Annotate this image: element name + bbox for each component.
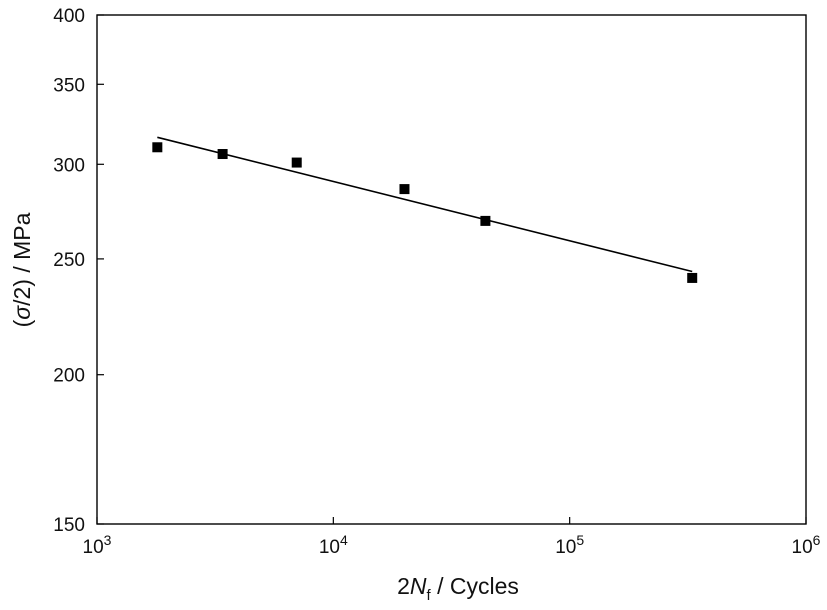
y-tick-label: 150 <box>53 515 85 536</box>
y-tick-label: 300 <box>53 155 85 176</box>
x-axis-title: 2Nf / Cycles <box>397 573 519 604</box>
y-tick-label: 350 <box>53 75 85 96</box>
fit-line <box>157 136 693 273</box>
y-axis-title: (σ/2) / MPa <box>9 212 35 327</box>
data-point <box>399 184 410 195</box>
y-tick-label: 250 <box>53 250 85 271</box>
plot-border <box>96 14 807 525</box>
data-point <box>291 157 302 168</box>
y-tick-label: 400 <box>53 6 85 27</box>
data-point <box>480 215 491 226</box>
x-tick-label: 104 <box>319 532 348 558</box>
data-point <box>152 142 163 153</box>
series-layer <box>152 136 698 283</box>
x-tick-label: 105 <box>555 532 584 558</box>
y-axis: 150 200 250 300 350 400 <box>53 6 104 536</box>
y-tick-label: 200 <box>53 366 85 387</box>
x-axis: 103 104 105 106 <box>83 517 821 558</box>
x-tick-label: 103 <box>83 532 112 558</box>
x-tick-label: 106 <box>792 532 821 558</box>
plot-frame <box>96 14 807 525</box>
data-point <box>687 272 698 283</box>
